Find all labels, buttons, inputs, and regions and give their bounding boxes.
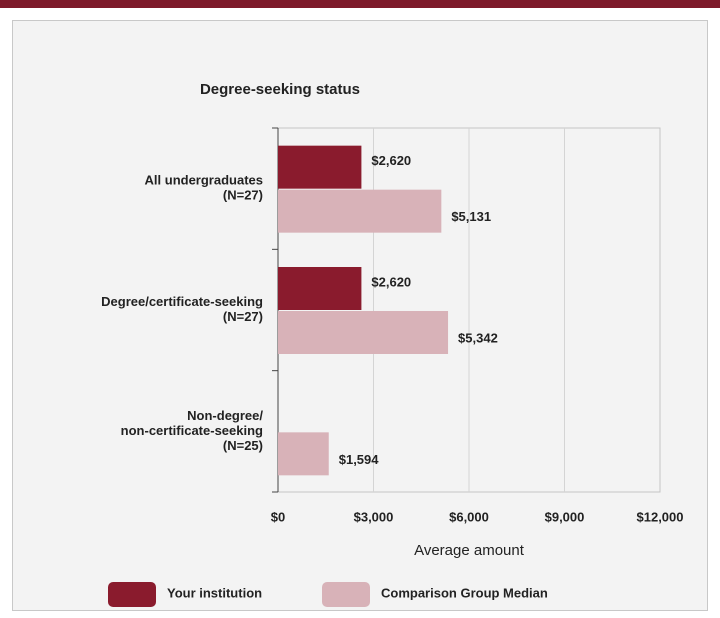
x-tick-label: $12,000 (637, 509, 684, 524)
y-tick-label: (N=27) (223, 309, 263, 324)
y-tick-label: (N=27) (223, 188, 263, 203)
x-axis-title: Average amount (414, 542, 525, 559)
y-tick-label: All undergraduates (145, 173, 263, 188)
value-label: $5,342 (458, 330, 498, 345)
bar (278, 311, 449, 354)
y-tick-label: non-certificate-seeking (121, 423, 263, 438)
x-tick-label: $6,000 (449, 509, 489, 524)
bar (278, 145, 362, 189)
y-tick-label: Non-degree/ (187, 408, 263, 423)
value-label: $2,620 (371, 274, 411, 289)
legend-label: Your institution (167, 585, 262, 600)
bar (278, 189, 442, 233)
chart-title: Degree-seeking status (200, 81, 360, 98)
bar (278, 267, 362, 310)
value-label: $1,594 (339, 452, 380, 467)
x-tick-label: $3,000 (354, 509, 394, 524)
legend-swatch (108, 582, 156, 607)
x-tick-label: $0 (271, 509, 285, 524)
legend-swatch (322, 582, 370, 607)
y-tick-label: Degree/certificate-seeking (101, 294, 263, 309)
value-label: $5,131 (451, 209, 491, 224)
bar (278, 432, 329, 476)
y-tick-label: (N=25) (223, 438, 263, 453)
top-bar (0, 0, 720, 8)
x-tick-label: $9,000 (545, 509, 585, 524)
value-label: $2,620 (371, 153, 411, 168)
legend-label: Comparison Group Median (381, 585, 548, 600)
